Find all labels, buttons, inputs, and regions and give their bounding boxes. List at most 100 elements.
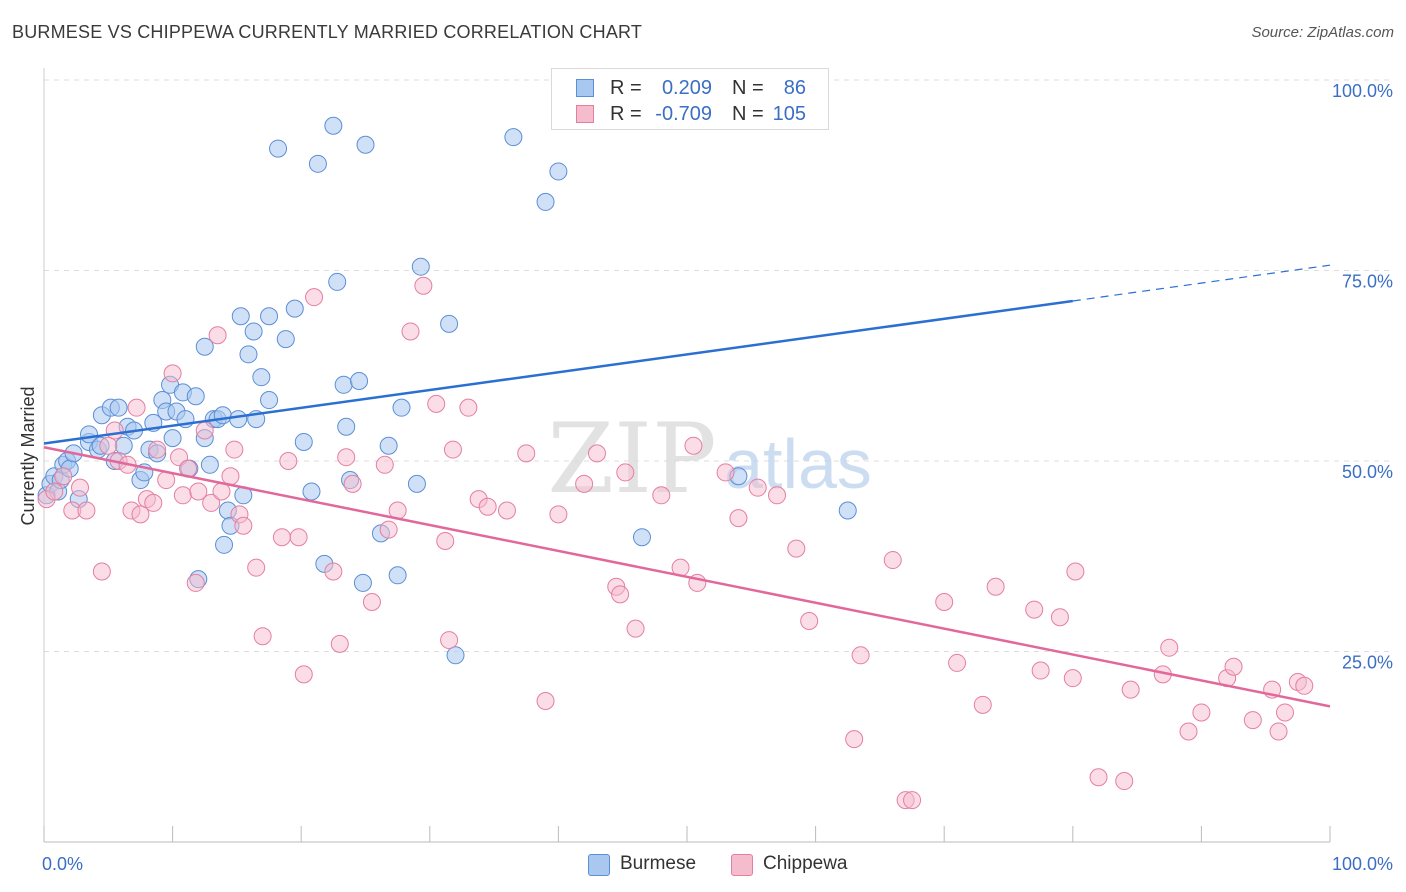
data-point-chippewa — [379, 520, 398, 539]
data-point-chippewa — [71, 478, 90, 497]
data-point-chippewa — [768, 486, 787, 505]
watermark-atlas: atlas — [724, 425, 872, 503]
data-point-chippewa — [279, 452, 298, 470]
x-tick-label: 100.0% — [1332, 854, 1393, 874]
data-point-chippewa — [1243, 711, 1262, 730]
data-point-burmese — [379, 436, 398, 455]
data-point-chippewa — [148, 440, 167, 459]
data-point-chippewa — [144, 493, 163, 512]
data-point-burmese — [195, 337, 214, 356]
data-point-chippewa — [362, 592, 381, 611]
data-point-chippewa — [427, 394, 446, 413]
legend-row-chippewa: R = -0.709 N = 105 — [552, 101, 828, 127]
legend-label-chippewa: Chippewa — [763, 853, 848, 874]
data-point-chippewa — [305, 288, 324, 307]
y-tick-label: 100.0% — [1332, 81, 1393, 101]
data-point-chippewa — [1160, 638, 1179, 657]
data-point-chippewa — [105, 421, 124, 440]
data-point-chippewa — [716, 463, 735, 482]
data-point-burmese — [215, 535, 234, 554]
legend-n-label: N = — [732, 103, 764, 125]
data-point-chippewa — [626, 619, 645, 638]
data-point-burmese — [269, 139, 288, 158]
data-point-chippewa — [611, 585, 630, 604]
data-point-chippewa — [436, 532, 455, 551]
data-point-chippewa — [253, 627, 272, 646]
data-point-chippewa — [948, 653, 967, 672]
data-point-burmese — [285, 299, 304, 318]
data-point-chippewa — [294, 665, 313, 684]
data-point-chippewa — [536, 692, 555, 711]
data-point-burmese — [324, 116, 343, 135]
data-point-chippewa — [189, 482, 208, 501]
data-point-chippewa — [883, 551, 902, 570]
data-point-burmese — [260, 307, 279, 326]
data-point-burmese — [239, 345, 258, 364]
data-point-chippewa — [45, 482, 64, 501]
data-point-chippewa — [212, 482, 231, 501]
tick-labels: 25.0% 50.0% 75.0% 100.0% 0.0% 100.0% — [42, 81, 1393, 874]
data-point-chippewa — [92, 562, 111, 581]
data-point-burmese — [504, 128, 523, 147]
data-point-chippewa — [163, 364, 182, 383]
legend-swatch-chippewa — [731, 854, 753, 876]
data-point-chippewa — [131, 505, 150, 524]
data-point-chippewa — [1275, 703, 1294, 722]
data-point-chippewa — [77, 501, 96, 520]
data-point-burmese — [276, 330, 295, 349]
data-point-chippewa — [1025, 600, 1044, 619]
data-point-chippewa — [337, 448, 356, 467]
data-point-chippewa — [748, 478, 767, 497]
data-point-chippewa — [1063, 669, 1082, 688]
data-point-burmese — [440, 314, 459, 333]
data-point-chippewa — [1269, 722, 1288, 741]
data-point-chippewa — [289, 528, 308, 547]
data-point-burmese — [350, 371, 369, 390]
y-tick-label: 25.0% — [1342, 653, 1393, 673]
data-point-burmese — [838, 501, 857, 520]
data-point-burmese — [186, 387, 205, 406]
data-point-burmese — [392, 398, 411, 417]
chart-title: BURMESE VS CHIPPEWA CURRENTLY MARRIED CO… — [12, 22, 643, 42]
data-point-chippewa — [787, 539, 806, 558]
y-axis-label-group: Currently Married — [18, 386, 38, 525]
data-point-burmese — [231, 307, 250, 326]
data-point-burmese — [252, 368, 271, 387]
data-point-chippewa — [234, 516, 253, 535]
data-point-chippewa — [1050, 608, 1069, 627]
data-point-chippewa — [459, 398, 478, 417]
axes — [43, 68, 1331, 843]
data-point-chippewa — [1115, 772, 1134, 791]
legend-swatch-chippewa — [576, 105, 594, 123]
gridlines — [44, 79, 1394, 652]
data-point-chippewa — [845, 730, 864, 749]
data-point-burmese — [446, 646, 465, 665]
data-point-burmese — [163, 429, 182, 448]
data-point-chippewa — [202, 493, 221, 512]
legend-r-label: R = — [610, 77, 642, 99]
data-point-chippewa — [1295, 676, 1314, 695]
data-point-burmese — [353, 573, 372, 592]
data-point-burmese — [337, 417, 356, 436]
data-point-chippewa — [973, 695, 992, 714]
legend-swatch-burmese — [588, 854, 610, 876]
data-point-chippewa — [1031, 661, 1050, 680]
data-point-chippewa — [127, 398, 146, 417]
data-point-chippewa — [443, 440, 462, 459]
stats-legend: R = 0.209 N = 86 R = -0.709 N = 105 — [551, 68, 829, 130]
series-legend: Burmese Chippewa — [0, 852, 1406, 878]
data-point-chippewa — [343, 474, 362, 493]
legend-r-label: R = — [610, 103, 642, 125]
data-point-chippewa — [517, 444, 536, 463]
data-point-chippewa — [324, 562, 343, 581]
trend-line-burmese — [43, 299, 1073, 445]
data-point-burmese — [328, 272, 347, 291]
data-point-chippewa — [440, 631, 459, 650]
data-point-chippewa — [935, 592, 954, 611]
data-point-burmese — [549, 162, 568, 181]
data-point-burmese — [356, 135, 375, 154]
data-point-chippewa — [1224, 657, 1243, 676]
watermark-zip: ZIP — [547, 403, 716, 515]
data-point-chippewa — [497, 501, 516, 520]
